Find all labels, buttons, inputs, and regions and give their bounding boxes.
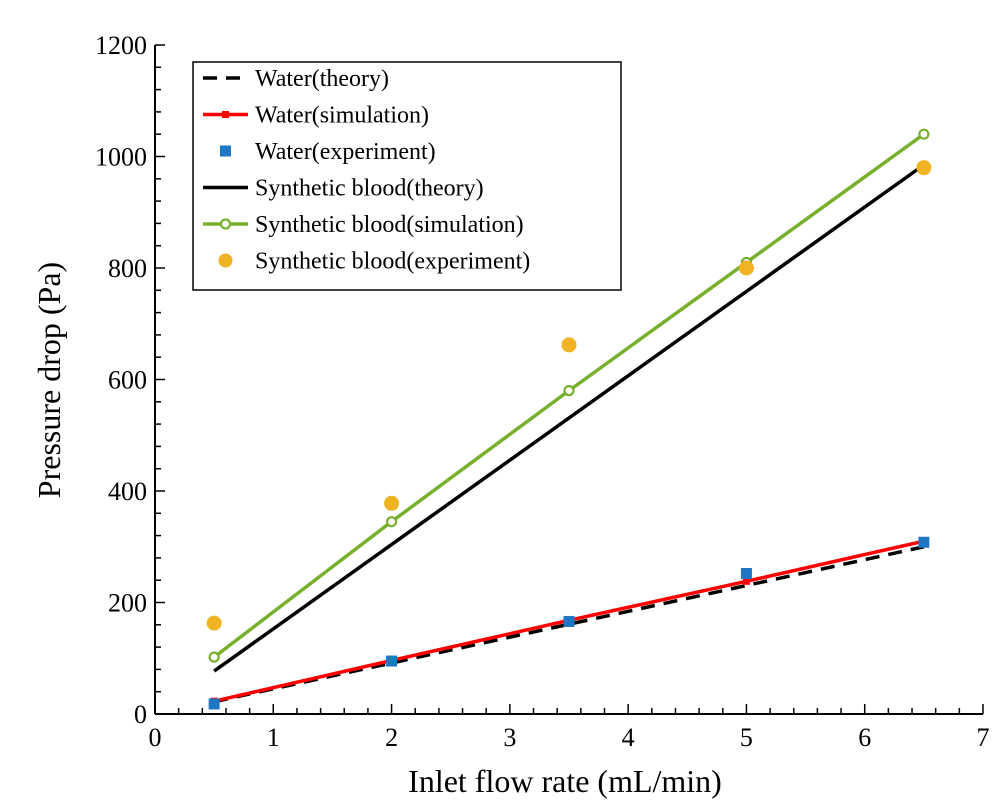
legend-marker-1 [222,111,229,118]
series-5-point [384,495,400,511]
y-tick-label: 200 [108,589,147,618]
x-tick-label: 0 [149,723,162,752]
y-axis-title: Pressure drop (Pa) [31,262,67,498]
y-tick-label: 1200 [95,31,147,60]
legend-marker-5 [218,253,233,268]
legend-label-5: Synthetic blood(experiment) [255,249,530,275]
series-0-line [213,545,925,704]
x-tick-label: 1 [267,723,280,752]
series-2-point [386,655,398,667]
x-tick-label: 5 [740,723,753,752]
series-5-point [561,337,577,353]
series-4-point [208,651,220,663]
series-3-line [213,163,925,673]
series-2-point [740,568,752,580]
y-tick-label: 800 [108,254,147,283]
y-tick-label: 1000 [95,143,147,172]
plot-area [206,128,932,710]
series-2-point [208,698,220,710]
y-tick-label: 0 [134,700,147,729]
series-2-point [563,615,575,627]
series-1-point [742,577,750,585]
legend-marker-2 [220,145,231,157]
legend-label-1: Water(simulation) [255,103,429,129]
series-4-point [385,516,398,528]
x-axis-title: Inlet flow rate (mL/min) [408,763,722,799]
series-2-point [918,536,930,548]
legend-marker-4 [219,218,232,230]
series-5-point [738,260,754,276]
legend-label-4: Synthetic blood(simulation) [255,212,524,238]
legend-label-3: Synthetic blood(theory) [255,176,484,202]
series-5-point [916,160,932,176]
x-tick-label: 2 [385,723,398,752]
y-tick-label: 400 [108,477,147,506]
x-tick-label: 3 [503,723,516,752]
legend-label-0: Water(theory) [255,66,389,92]
axes: 0 1 2 3 4 5 6 7 0 200 400 600 800 1000 1200 [95,31,990,752]
x-tick-label: 7 [977,723,990,752]
series-4-point [918,128,930,140]
legend-box [192,61,622,291]
legend: Water(theory) Water(simulation) Water(expe… [192,61,622,291]
series-4-point [563,385,575,397]
x-tick-label: 4 [622,723,635,752]
y-tick-label: 600 [108,366,147,395]
series-5-point [206,615,222,631]
legend-label-2: Water(experiment) [255,139,436,165]
x-tick-label: 6 [858,723,871,752]
